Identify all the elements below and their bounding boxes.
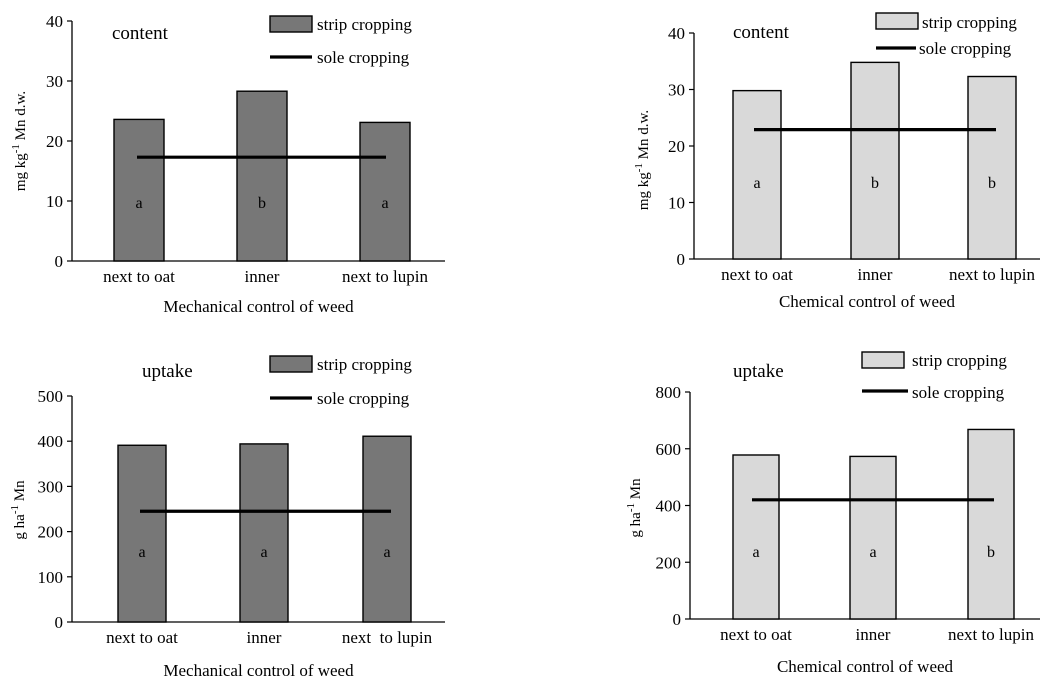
legend-label-sole: sole cropping — [919, 39, 1012, 58]
x-category-label: next to oat — [720, 625, 792, 644]
legend: strip cropping sole cropping — [875, 12, 1017, 58]
y-tick-label: 40 — [46, 12, 63, 31]
x-category-label: next to lupin — [342, 628, 433, 647]
y-tick-label: 600 — [656, 440, 682, 459]
significance-letter: a — [383, 544, 390, 561]
bar-strip-cropping — [850, 61, 900, 260]
significance-letter: b — [988, 175, 996, 192]
y-tick-label: 100 — [38, 568, 64, 587]
chart-title: uptake — [733, 361, 784, 382]
chart-title: content — [733, 22, 790, 43]
legend-swatch-strip — [269, 15, 313, 33]
y-tick-label: 500 — [38, 387, 64, 406]
y-tick-label: 10 — [668, 194, 685, 213]
x-category-label: inner — [247, 628, 282, 647]
y-tick-label: 0 — [673, 610, 682, 629]
chart-title: content — [112, 23, 169, 44]
significance-letter: a — [138, 544, 145, 561]
bar-strip-cropping — [117, 444, 167, 623]
bar-strip-cropping — [732, 89, 782, 260]
x-axis-label: Chemical control of weed — [777, 657, 954, 676]
y-tick-label: 200 — [656, 553, 682, 572]
x-category-label: next to oat — [106, 628, 178, 647]
chart-title: uptake — [142, 361, 193, 382]
bar-strip-cropping — [239, 443, 289, 623]
significance-letter: a — [753, 175, 760, 192]
y-tick-label: 30 — [668, 81, 685, 100]
legend-label-strip: strip cropping — [912, 351, 1007, 370]
x-category-label: inner — [245, 267, 280, 286]
significance-letter: a — [381, 195, 388, 212]
y-tick-label: 200 — [38, 523, 64, 542]
legend: strip cropping sole cropping — [269, 355, 412, 408]
legend-swatch-strip — [875, 12, 919, 30]
bar-strip-cropping — [967, 428, 1015, 620]
bar-strip-cropping — [359, 121, 411, 262]
x-category-label: next to oat — [103, 267, 175, 286]
x-category-label: next to oat — [721, 265, 793, 284]
bar-strip-cropping — [732, 454, 780, 620]
y-tick-label: 40 — [668, 24, 685, 43]
significance-letter: a — [260, 544, 267, 561]
legend-label-sole: sole cropping — [317, 389, 410, 408]
legend-label-sole: sole cropping — [912, 383, 1005, 402]
x-axis-label: Mechanical control of weed — [163, 661, 354, 680]
significance-letter: a — [135, 195, 142, 212]
legend-label-strip: strip cropping — [922, 13, 1017, 32]
legend-swatch-strip — [269, 355, 313, 373]
bar-strip-cropping — [236, 90, 288, 262]
chart-panel-3: 0 100 200 300 400 500 a a a next to oat inner next … — [9, 355, 445, 680]
y-tick-label: 0 — [55, 252, 64, 271]
y-tick-label: 20 — [46, 132, 63, 151]
y-axis-label: mg kg-1 Mn d.w. — [10, 91, 29, 191]
y-tick-label: 0 — [55, 613, 64, 632]
legend-swatch-strip — [861, 351, 905, 369]
significance-letter: a — [752, 544, 759, 561]
y-axis-label: g ha-1 Mn — [9, 480, 28, 540]
y-axis-label: g ha-1 Mn — [625, 478, 644, 538]
x-axis-label: Chemical control of weed — [779, 292, 956, 311]
y-tick-label: 10 — [46, 192, 63, 211]
chart-panel-2: 0 10 20 30 40 a b b next to oat inner next to lupi… — [633, 12, 1040, 311]
x-category-label: inner — [858, 265, 893, 284]
legend: strip cropping sole cropping — [861, 351, 1007, 402]
y-tick-label: 400 — [38, 432, 64, 451]
bar-strip-cropping — [849, 455, 897, 620]
chart-panel-1: 0 10 20 30 40 a b a next to oat inner next to lupi… — [10, 12, 445, 316]
legend: strip cropping sole cropping — [269, 15, 412, 67]
x-category-label: next to lupin — [949, 265, 1035, 284]
y-tick-label: 20 — [668, 137, 685, 156]
y-tick-label: 30 — [46, 72, 63, 91]
bar-strip-cropping — [113, 118, 165, 262]
legend-label-sole: sole cropping — [317, 48, 410, 67]
legend-label-strip: strip cropping — [317, 15, 412, 34]
significance-letter: a — [869, 544, 876, 561]
y-tick-label: 400 — [656, 497, 682, 516]
legend-label-strip: strip cropping — [317, 355, 412, 374]
x-category-label: next to lupin — [342, 267, 428, 286]
x-category-label: inner — [856, 625, 891, 644]
significance-letter: b — [871, 175, 879, 192]
significance-letter: b — [987, 544, 995, 561]
x-axis-label: Mechanical control of weed — [163, 297, 354, 316]
bar-strip-cropping — [967, 75, 1017, 260]
chart-panel-4: 0 200 400 600 800 a a b next to oat inner next to … — [625, 351, 1040, 676]
bar-strip-cropping — [362, 435, 412, 623]
y-axis-label: mg kg-1 Mn d.w. — [633, 110, 652, 210]
significance-letter: b — [258, 195, 266, 212]
y-tick-label: 800 — [656, 383, 682, 402]
y-tick-label: 0 — [677, 250, 686, 269]
x-category-label: next to lupin — [948, 625, 1034, 644]
y-tick-label: 300 — [38, 477, 64, 496]
